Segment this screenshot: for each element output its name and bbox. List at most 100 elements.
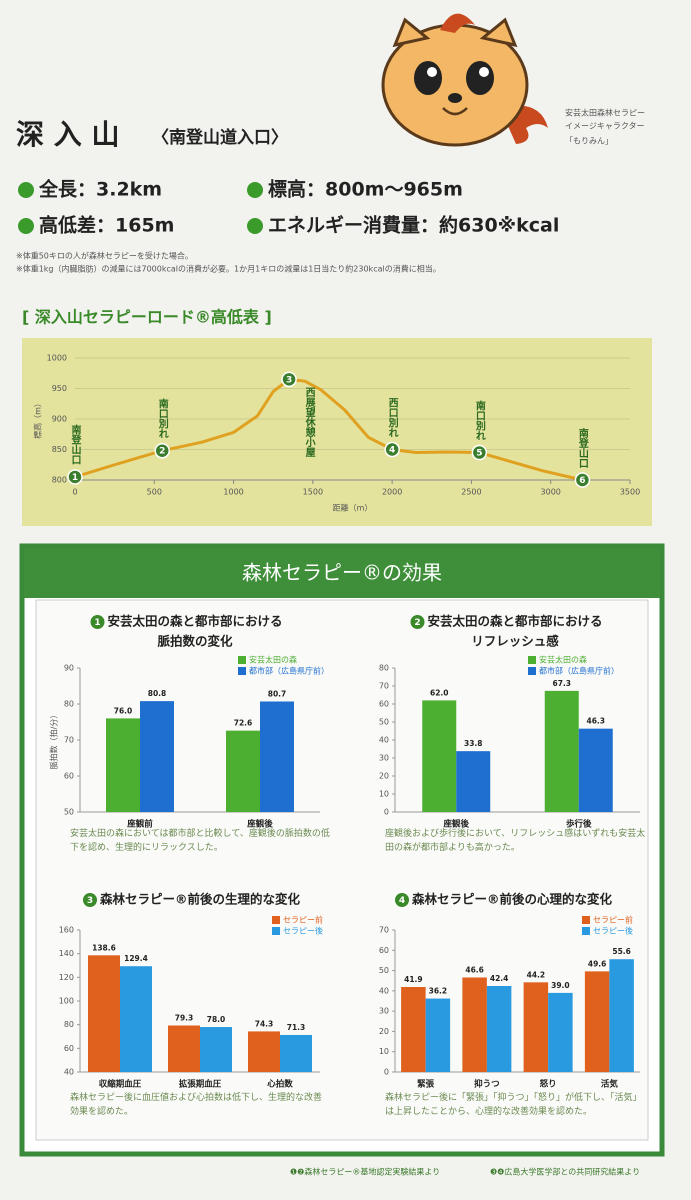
value-label: 74.3 — [255, 1019, 274, 1028]
value-label: 78.0 — [207, 1015, 226, 1024]
x-tick-label: 収縮期血圧 — [99, 1079, 142, 1090]
waypoint — [384, 441, 400, 458]
caption: 安芸太田の森においては都市部と比較して、座観後の脈拍数の低下を認め、生理的にリラ… — [70, 829, 330, 853]
x-tick-label: 1500 — [303, 488, 323, 497]
bar — [422, 700, 457, 812]
value-label: 138.6 — [92, 943, 116, 952]
x-tick-label: 抑うつ — [474, 1079, 500, 1090]
chart-number: 4 — [399, 896, 405, 906]
legend-label: 都市部（広島県庁前） — [539, 666, 619, 676]
value-label: 46.3 — [586, 717, 605, 726]
number-badge — [90, 615, 105, 629]
chart-title: 森林セラピー®前後の生理的な変化 — [100, 892, 301, 907]
value-label: 80.8 — [148, 689, 167, 698]
bar — [486, 985, 512, 1072]
mascot-caption: 「もりみん」 — [565, 137, 613, 146]
x-tick-label: 2500 — [461, 488, 481, 497]
x-tick-label: 怒り — [540, 1079, 557, 1090]
caption-box: 安芸太田の森においては都市部と比較して、座観後の脈拍数の低下を認め、生理的にリラ… — [70, 829, 330, 853]
waypoint-number: 2 — [159, 447, 165, 457]
waypoint-number: 6 — [579, 476, 585, 486]
y-tick-label: 60 — [64, 772, 74, 781]
note: ※体重1kg（内臓脂肪）の減量には7000kcalの消費が必要。1か月1キロの減… — [16, 264, 441, 274]
waypoint-label: 西展望休憩小屋 — [303, 387, 316, 458]
y-tick-label: 60 — [64, 1044, 74, 1053]
bar — [120, 966, 152, 1072]
bullet — [247, 182, 263, 198]
x-tick-label: 緊張 — [417, 1079, 435, 1090]
y-tick-label: 80 — [64, 700, 74, 709]
bar — [106, 718, 140, 812]
footnote: ❶❷森林セラピー®基地認定実験結果より — [290, 1167, 440, 1177]
y-tick-label: 50 — [379, 966, 389, 975]
y-tick-label: 950 — [52, 384, 67, 393]
legend-swatch — [582, 927, 590, 935]
legend-swatch — [528, 656, 536, 664]
legend-label: セラピー後 — [593, 926, 633, 936]
y-tick-label: 70 — [64, 736, 74, 745]
y-tick-label: 30 — [379, 754, 389, 763]
bar — [140, 701, 174, 812]
y-tick-label: 800 — [52, 476, 67, 485]
bar — [88, 955, 120, 1072]
value-label: 80.7 — [268, 689, 287, 698]
legend-label: セラピー後 — [283, 926, 323, 936]
y-tick-label: 850 — [52, 445, 67, 454]
y-tick-label: 1000 — [47, 354, 67, 363]
legend-swatch — [238, 656, 246, 664]
value-label: 79.3 — [175, 1013, 194, 1022]
value-label: 72.6 — [234, 719, 253, 728]
number-badge — [394, 893, 409, 907]
chart-title: リフレッシュ感 — [471, 634, 559, 649]
value-label: 71.3 — [287, 1023, 306, 1032]
x-tick-label: 3500 — [620, 488, 640, 497]
legend-label: セラピー前 — [593, 915, 633, 925]
y-tick-label: 140 — [59, 949, 74, 958]
legend-label: セラピー前 — [283, 915, 323, 925]
x-tick-label: 歩行後 — [566, 819, 592, 830]
legend-swatch — [272, 916, 280, 924]
value-label: 62.0 — [430, 688, 449, 697]
value-label: 67.3 — [552, 679, 571, 688]
mascot-caption: イメージキャラクター — [565, 122, 645, 131]
chart-number: 3 — [87, 896, 93, 906]
caption: 森林セラピー後に「緊張」「抑うつ」「怒り」が低下し、「活気」は上昇したことから、… — [385, 1093, 642, 1117]
chart-title: 森林セラピー®前後の心理的な変化 — [412, 892, 613, 907]
legend-label: 都市部（広島県庁前） — [249, 666, 329, 676]
y-tick-label: 40 — [64, 1068, 74, 1077]
waypoint — [154, 442, 170, 459]
bar — [462, 977, 487, 1072]
y-tick-label: 10 — [379, 1047, 389, 1056]
bar — [523, 982, 549, 1072]
subtitle: 〈南登山道入口〉 — [152, 127, 288, 148]
y-tick-label: 900 — [52, 415, 67, 424]
waypoint — [574, 472, 591, 488]
chart-number: 2 — [414, 618, 420, 628]
bar — [260, 701, 294, 812]
x-axis-label: 距離（m） — [333, 503, 373, 513]
x-tick-label: 0 — [72, 488, 77, 497]
legend-swatch — [272, 927, 280, 935]
y-tick-label: 70 — [379, 682, 389, 691]
x-tick-label: 活気 — [601, 1079, 619, 1090]
bar — [425, 998, 451, 1072]
waypoint-number: 5 — [476, 449, 482, 459]
bullet — [247, 218, 263, 234]
waypoint-label: 南口別れ — [473, 399, 486, 440]
value-label: 39.0 — [551, 981, 570, 990]
waypoint — [67, 469, 83, 485]
y-tick-label: 160 — [59, 926, 74, 935]
y-tick-label: 80 — [64, 1020, 74, 1029]
x-tick-label: 2000 — [382, 488, 402, 497]
mascot — [381, 13, 548, 147]
x-tick-label: 座観後 — [442, 819, 469, 830]
legend-swatch — [528, 667, 536, 675]
section-header — [24, 548, 660, 598]
y-tick-label: 60 — [379, 946, 389, 955]
legend-label: 安芸太田の森 — [249, 655, 297, 665]
y-tick-label: 50 — [64, 808, 74, 817]
footnote: ❸❹広島大学医学部との共同研究結果より — [490, 1167, 640, 1177]
y-tick-label: 60 — [379, 700, 389, 709]
x-tick-label: 1000 — [223, 488, 243, 497]
y-tick-label: 120 — [59, 973, 74, 982]
